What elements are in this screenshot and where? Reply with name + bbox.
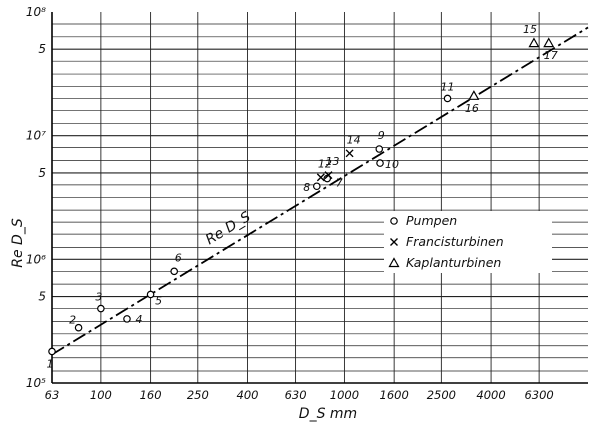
x-tick-label: 1000: [330, 388, 359, 402]
x-tick-label: 2500: [427, 388, 456, 402]
x-tick-label: 6300: [524, 388, 553, 402]
grid: [51, 12, 588, 384]
x-tick-label: 160: [140, 388, 162, 402]
y-tick-label: 10⁶: [26, 252, 46, 266]
point-label: 1: [47, 357, 54, 370]
legend: Pumpen Francisturbinen Kaplanturbinen: [384, 211, 552, 273]
x-tick-label: 4000: [476, 388, 505, 402]
point-label: 11: [441, 80, 455, 93]
cross-marker: [324, 171, 333, 180]
y-tick-label: 10⁸: [26, 5, 46, 19]
circle-marker: [74, 323, 83, 332]
y-tick-label: 5: [38, 290, 46, 304]
y-tick-label: 5: [38, 42, 46, 56]
point-label: 3: [95, 291, 102, 304]
point-label: 7: [336, 177, 343, 190]
cross-marker: [316, 173, 325, 182]
x-axis-title: D_S mm: [299, 406, 357, 422]
triangle-marker: [528, 37, 540, 48]
triangle-marker: [468, 90, 480, 100]
point-label: 10: [385, 158, 399, 171]
circle-marker: [48, 347, 56, 356]
y-tick-label: 10⁵: [26, 376, 46, 390]
cross-marker: [345, 149, 354, 158]
point-label: 17: [544, 49, 558, 62]
circle-marker: [376, 159, 384, 167]
triangle-marker: [543, 37, 555, 48]
x-tick-label: 630: [285, 388, 307, 402]
circle-marker: [390, 217, 398, 225]
point-label: 14: [347, 133, 361, 146]
trend-line-path: [51, 26, 589, 356]
x-tick-label: 100: [90, 388, 112, 402]
point-label: 8: [303, 181, 310, 194]
x-tick-label: 250: [187, 388, 209, 402]
y-axis-title: Re D_S: [10, 218, 26, 268]
point-label: 9: [378, 129, 385, 142]
point-label: 15: [523, 23, 537, 36]
plot-frame: [51, 12, 588, 384]
circle-marker: [97, 304, 105, 313]
point-label: 16: [465, 102, 479, 115]
y-tick-label: 10⁷: [26, 129, 46, 143]
point-label: 13: [325, 155, 339, 168]
circle-marker: [375, 145, 384, 153]
cross-marker: [390, 238, 398, 246]
point-label: 5: [155, 294, 162, 307]
trend-line-label: Re D_S: [203, 209, 254, 248]
legend-label: Pumpen: [406, 213, 457, 228]
x-tick-label: 400: [237, 388, 259, 402]
circle-marker: [170, 267, 178, 276]
x-tick-label: 63: [45, 388, 60, 402]
circle-marker: [123, 315, 131, 323]
point-label: 4: [135, 313, 142, 326]
point-label: 12: [318, 157, 332, 170]
trend-line: Re D_S: [51, 26, 589, 356]
circle-marker: [443, 94, 452, 103]
y-tick-label: 5: [38, 166, 46, 180]
point-label: 6: [175, 251, 182, 264]
point-label: 2: [69, 314, 76, 327]
x-tick-label: 1600: [380, 388, 409, 402]
legend-label: Francisturbinen: [406, 234, 504, 249]
triangle-marker: [388, 257, 400, 268]
legend-background: [384, 211, 552, 273]
circle-marker: [312, 182, 321, 191]
legend-label: Kaplanturbinen: [406, 255, 501, 270]
circle-marker: [146, 290, 155, 299]
